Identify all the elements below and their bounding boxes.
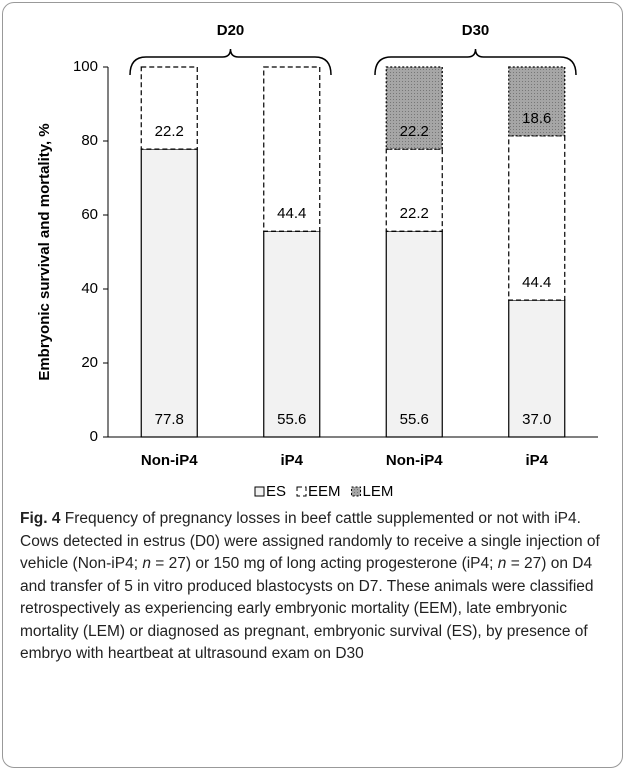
chart: Embryonic survival and mortality, % 0 20 4… bbox=[36, 22, 598, 500]
bar-segment bbox=[263, 66, 321, 232]
caption-label: Fig. 4 bbox=[20, 510, 61, 527]
legend-label: EEM bbox=[308, 483, 341, 500]
bar-segment bbox=[140, 148, 198, 438]
bar-segment bbox=[385, 230, 443, 438]
legend-label: LEM bbox=[363, 483, 394, 500]
y-tick-label: 0 bbox=[90, 428, 98, 445]
group-brace bbox=[374, 48, 577, 76]
caption-text: = 27) on D4 and transfer of 5 in vitro p… bbox=[20, 555, 594, 662]
data-label: 44.4 bbox=[277, 205, 306, 222]
caption: Fig. 4 Frequency of pregnancy losses in … bbox=[20, 508, 610, 666]
legend-swatch bbox=[351, 486, 362, 497]
y-tick-label: 60 bbox=[81, 206, 98, 223]
y-axis-title: Embryonic survival and mortality, % bbox=[36, 123, 53, 380]
data-label: 44.4 bbox=[522, 274, 551, 291]
legend-swatch bbox=[296, 486, 307, 497]
group-brace bbox=[129, 48, 332, 76]
data-label: 18.6 bbox=[522, 110, 551, 127]
bar-segment bbox=[140, 66, 198, 150]
x-tick-label: Non-iP4 bbox=[141, 452, 198, 469]
y-tick-label: 100 bbox=[73, 58, 98, 75]
data-label: 77.8 bbox=[155, 411, 184, 428]
bar-segment bbox=[385, 66, 443, 150]
caption-text: n bbox=[142, 555, 151, 572]
data-label: 22.2 bbox=[400, 205, 429, 222]
y-tick-label: 40 bbox=[81, 280, 98, 297]
x-tick-label: iP4 bbox=[280, 452, 303, 469]
caption-text: Frequency of pregnancy losses in beef ca… bbox=[20, 510, 600, 572]
bar-segment bbox=[263, 230, 321, 438]
y-tick-label: 80 bbox=[81, 132, 98, 149]
caption-text: n bbox=[497, 555, 507, 572]
data-label: 22.2 bbox=[400, 123, 429, 140]
bar-segment bbox=[385, 148, 443, 232]
data-label: 22.2 bbox=[155, 123, 184, 140]
data-label: 37.0 bbox=[522, 411, 551, 428]
bar-segment bbox=[508, 135, 566, 301]
data-label: 55.6 bbox=[400, 411, 429, 428]
y-tick-label: 20 bbox=[81, 354, 98, 371]
x-tick-label: iP4 bbox=[525, 452, 548, 469]
legend-swatch bbox=[254, 486, 265, 497]
group-label: D30 bbox=[462, 22, 490, 39]
caption-text: = 27) or 150 mg of long acting progester… bbox=[150, 555, 498, 572]
data-label: 55.6 bbox=[277, 411, 306, 428]
group-label: D20 bbox=[217, 22, 245, 39]
x-tick-label: Non-iP4 bbox=[386, 452, 443, 469]
legend-label: ES bbox=[266, 483, 286, 500]
bar-segment bbox=[508, 66, 566, 137]
